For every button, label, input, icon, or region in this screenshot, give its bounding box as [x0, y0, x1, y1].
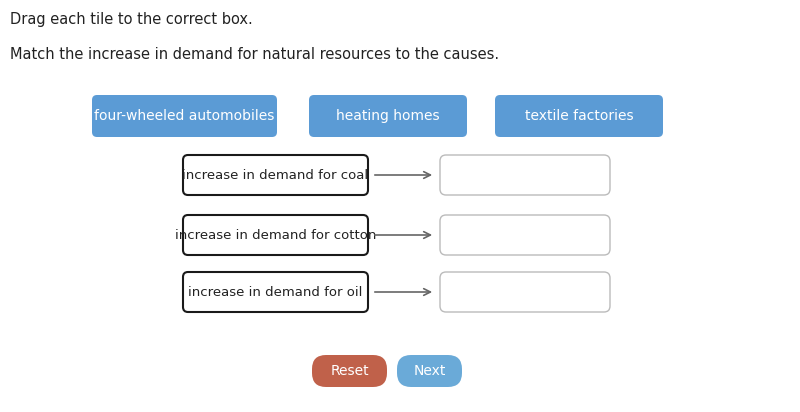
Text: increase in demand for coal: increase in demand for coal	[182, 169, 369, 182]
Text: Match the increase in demand for natural resources to the causes.: Match the increase in demand for natural…	[10, 47, 499, 62]
Text: Reset: Reset	[330, 364, 369, 378]
Text: Next: Next	[414, 364, 446, 378]
FancyBboxPatch shape	[183, 155, 368, 195]
Text: increase in demand for oil: increase in demand for oil	[188, 286, 362, 299]
FancyBboxPatch shape	[312, 355, 387, 387]
Text: Drag each tile to the correct box.: Drag each tile to the correct box.	[10, 12, 253, 27]
FancyBboxPatch shape	[495, 95, 663, 137]
Text: increase in demand for cotton: increase in demand for cotton	[175, 229, 376, 241]
FancyBboxPatch shape	[440, 155, 610, 195]
FancyBboxPatch shape	[397, 355, 462, 387]
FancyBboxPatch shape	[92, 95, 277, 137]
Text: heating homes: heating homes	[336, 109, 440, 123]
Text: four-wheeled automobiles: four-wheeled automobiles	[94, 109, 274, 123]
FancyBboxPatch shape	[183, 272, 368, 312]
FancyBboxPatch shape	[440, 215, 610, 255]
FancyBboxPatch shape	[309, 95, 467, 137]
Text: textile factories: textile factories	[525, 109, 634, 123]
FancyBboxPatch shape	[440, 272, 610, 312]
FancyBboxPatch shape	[183, 215, 368, 255]
